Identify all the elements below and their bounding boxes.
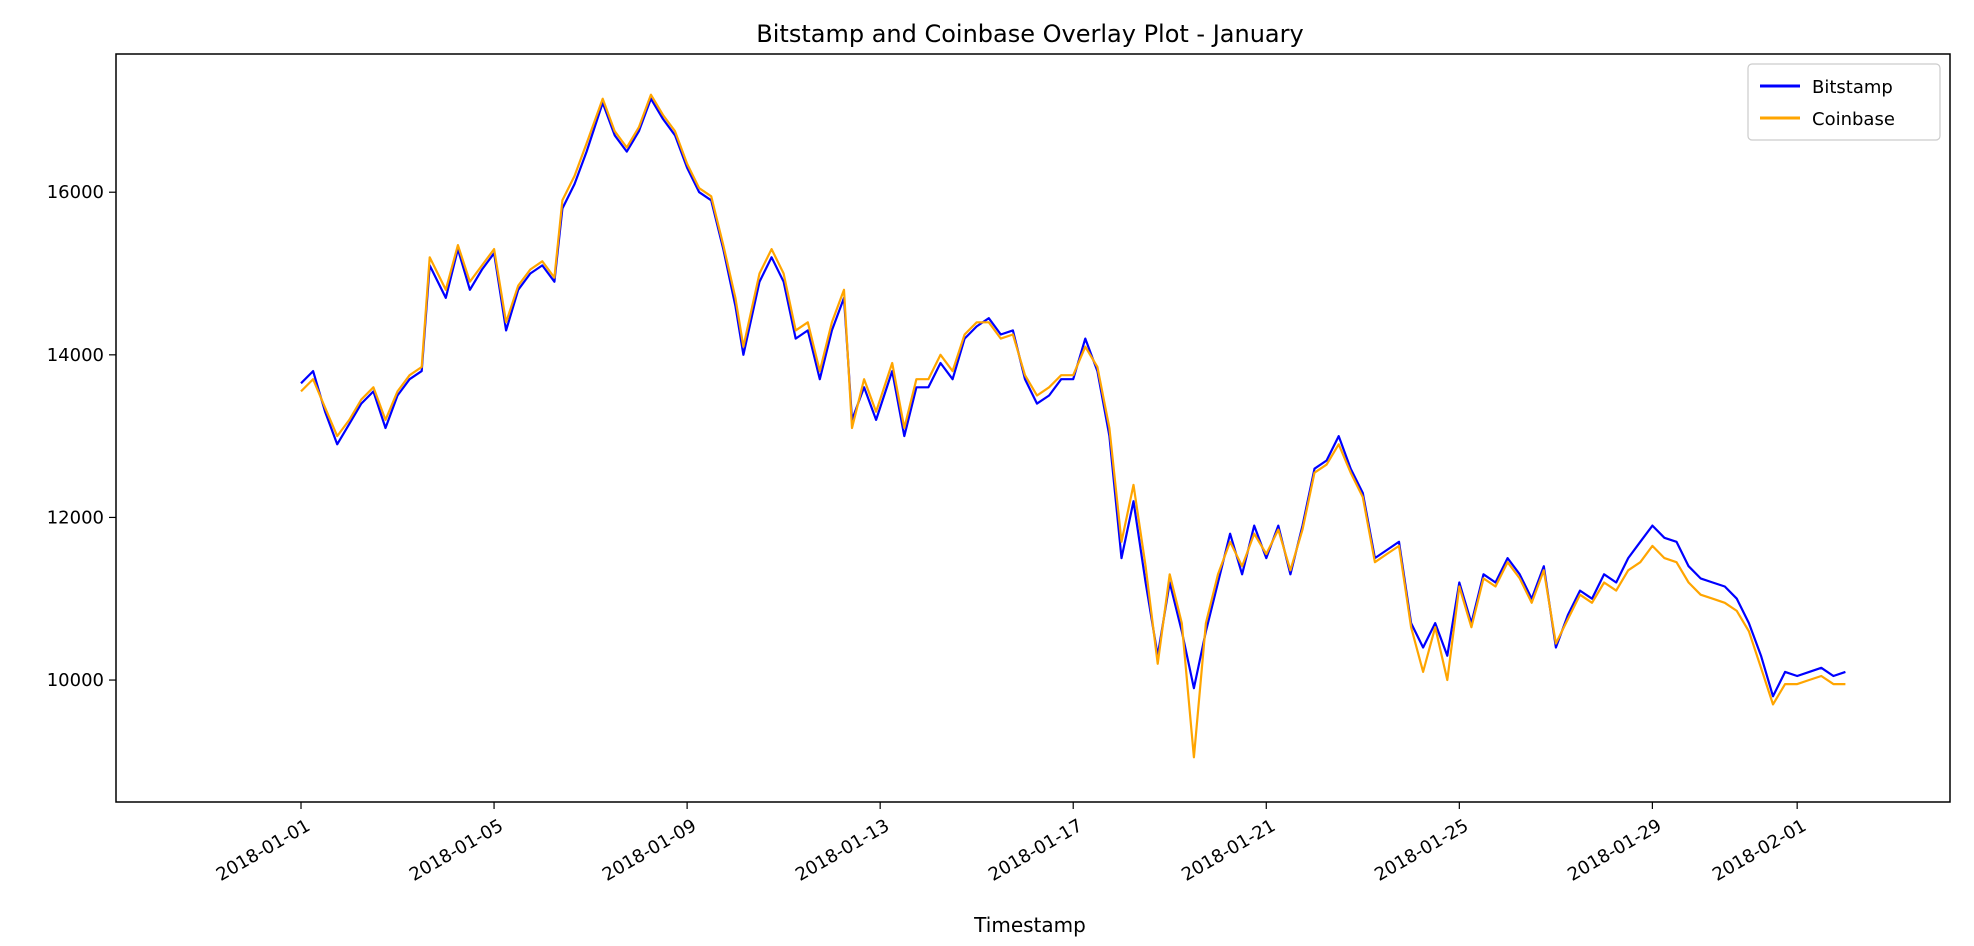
legend-label-coinbase: Coinbase [1812, 109, 1895, 130]
x-tick-label: 2018-02-01 [1709, 815, 1810, 885]
x-axis-label: Timestamp [973, 913, 1086, 937]
y-tick-label: 10000 [47, 670, 104, 691]
x-tick-label: 2018-01-09 [599, 815, 700, 885]
y-tick-label: 12000 [47, 507, 104, 528]
series-layer [300, 93, 1846, 759]
plot-area [115, 53, 1951, 803]
x-tick-label: 2018-01-05 [406, 815, 507, 885]
x-tick-label: 2018-01-29 [1564, 815, 1665, 885]
y-tick-label: 16000 [47, 182, 104, 203]
y-axis: 10000 12000 14000 16000 [47, 182, 116, 691]
legend-box [1747, 63, 1941, 141]
chart-title: Bitstamp and Coinbase Overlay Plot - Jan… [756, 20, 1303, 48]
legend: Bitstamp Coinbase [1747, 63, 1941, 141]
x-tick-label: 2018-01-17 [985, 815, 1086, 885]
y-tick-label: 14000 [47, 345, 104, 366]
x-tick-label: 2018-01-01 [213, 815, 314, 885]
legend-label-bitstamp: Bitstamp [1812, 77, 1893, 98]
x-tick-label: 2018-01-25 [1371, 815, 1472, 885]
x-tick-label: 2018-01-21 [1178, 815, 1279, 885]
x-tick-label: 2018-01-13 [792, 815, 893, 885]
series-line-coinbase [300, 93, 1846, 759]
x-axis: 2018-01-01 2018-01-05 2018-01-09 2018-01-13… [213, 802, 1810, 886]
